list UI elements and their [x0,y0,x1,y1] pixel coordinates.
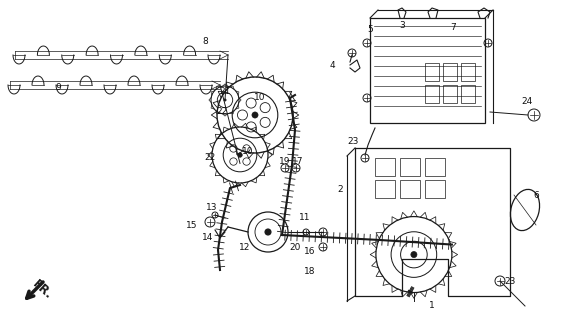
Text: 11: 11 [299,213,311,222]
Text: 23: 23 [505,277,515,286]
Bar [443,85,457,103]
Text: 17: 17 [292,157,304,166]
Bar [425,158,445,176]
Text: 24: 24 [521,98,533,107]
Bar [400,158,420,176]
Text: 10: 10 [242,148,254,156]
Bar [461,63,475,81]
Text: 21: 21 [219,87,231,97]
Text: 13: 13 [206,204,218,212]
Text: 18: 18 [304,268,316,276]
Bar [400,180,420,198]
Bar [370,18,485,123]
Text: FR.: FR. [29,278,55,302]
Circle shape [252,112,258,118]
Bar [425,85,439,103]
Circle shape [411,252,417,258]
Text: 3: 3 [399,20,405,29]
Text: 7: 7 [450,23,456,33]
Text: 22: 22 [204,154,216,163]
Text: 9: 9 [55,84,61,92]
Text: 14: 14 [202,234,214,243]
Text: 12: 12 [239,244,251,252]
Circle shape [265,229,271,235]
Circle shape [224,99,226,101]
Bar [375,180,395,198]
Circle shape [238,153,242,157]
Text: 10: 10 [254,93,266,102]
Text: 22: 22 [216,108,228,116]
Text: 2: 2 [337,186,343,195]
Bar [461,85,475,103]
Bar [443,63,457,81]
Text: 1: 1 [429,300,435,309]
Text: 23: 23 [347,138,359,147]
Bar [425,63,439,81]
Text: 20: 20 [289,244,301,252]
Text: 19: 19 [279,157,291,166]
Text: 15: 15 [186,220,198,229]
Text: 8: 8 [202,37,208,46]
Bar [375,158,395,176]
Text: 5: 5 [367,26,373,35]
Bar [425,180,445,198]
Text: 16: 16 [304,247,316,257]
Text: 6: 6 [533,190,539,199]
Text: 4: 4 [329,60,335,69]
